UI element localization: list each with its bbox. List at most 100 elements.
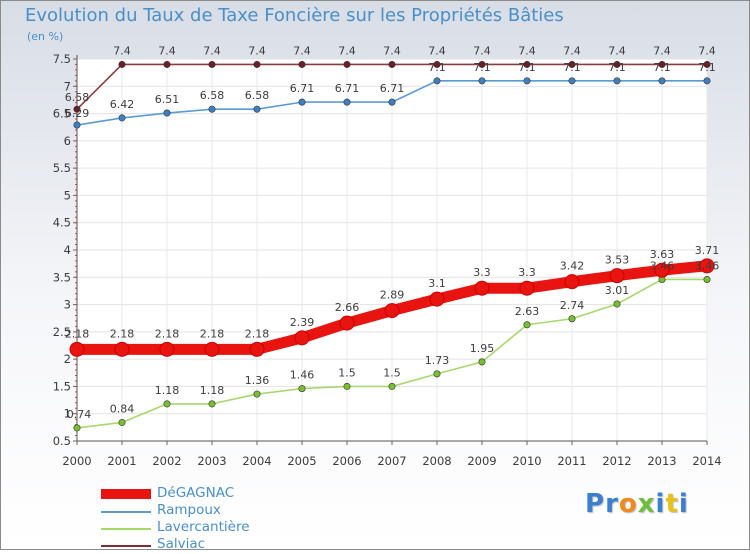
x-tick-label: 2013 bbox=[647, 454, 676, 468]
data-label-lavercantire: 1.18 bbox=[155, 384, 180, 397]
data-label-rampoux: 6.58 bbox=[200, 89, 225, 102]
y-tick-label: 2 bbox=[64, 352, 71, 366]
data-point-rampoux bbox=[73, 121, 81, 129]
data-label-dgagnac: 2.18 bbox=[155, 327, 180, 340]
data-label-rampoux: 7.1 bbox=[653, 61, 671, 74]
data-label-salviac: 7.4 bbox=[518, 44, 536, 57]
data-label-salviac: 7.4 bbox=[428, 44, 446, 57]
data-point-lavercantire bbox=[433, 370, 441, 378]
data-point-lavercantire bbox=[208, 400, 216, 408]
y-tick-label: 5.5 bbox=[53, 161, 71, 175]
data-label-lavercantire: 0.74 bbox=[67, 408, 92, 421]
data-label-salviac: 7.4 bbox=[203, 44, 221, 57]
data-point-salviac bbox=[208, 60, 216, 68]
legend-label-lavercantiere: Lavercantière bbox=[157, 519, 250, 535]
y-tick-label: 6 bbox=[64, 134, 71, 148]
data-label-dgagnac: 2.66 bbox=[335, 301, 360, 314]
data-point-dgagnac bbox=[249, 341, 265, 357]
data-label-dgagnac: 3.71 bbox=[695, 244, 720, 257]
data-label-dgagnac: 3.3 bbox=[473, 266, 491, 279]
data-point-lavercantire bbox=[523, 321, 531, 329]
x-tick-label: 2003 bbox=[197, 454, 226, 468]
data-point-dgagnac bbox=[699, 258, 715, 274]
data-point-rampoux bbox=[658, 77, 666, 85]
data-point-dgagnac bbox=[159, 341, 175, 357]
data-point-salviac bbox=[343, 60, 351, 68]
data-point-dgagnac bbox=[654, 262, 670, 278]
data-point-salviac bbox=[658, 60, 666, 68]
data-label-salviac: 7.4 bbox=[113, 44, 131, 57]
legend-swatch-degagnac bbox=[101, 489, 151, 499]
data-label-rampoux: 7.1 bbox=[428, 61, 446, 74]
data-label-rampoux: 6.51 bbox=[155, 93, 180, 106]
data-label-salviac: 7.4 bbox=[338, 44, 356, 57]
y-tick-label: 3.5 bbox=[53, 270, 71, 284]
data-label-lavercantire: 3.01 bbox=[605, 284, 630, 297]
data-label-dgagnac: 2.18 bbox=[110, 327, 135, 340]
data-point-rampoux bbox=[343, 98, 351, 106]
data-point-rampoux bbox=[568, 77, 576, 85]
data-label-salviac: 7.4 bbox=[248, 44, 266, 57]
proxiti-logo-letter: t bbox=[665, 489, 679, 519]
data-point-rampoux bbox=[118, 114, 126, 122]
y-tick-label: 1 bbox=[64, 407, 71, 421]
y-tick-label: 6.5 bbox=[53, 107, 71, 121]
data-point-salviac bbox=[298, 60, 306, 68]
data-label-lavercantire: 1.18 bbox=[200, 384, 225, 397]
data-label-dgagnac: 2.18 bbox=[200, 327, 225, 340]
proxiti-logo-letter: x bbox=[637, 489, 656, 519]
x-tick-label: 2010 bbox=[512, 454, 541, 468]
x-tick-label: 2002 bbox=[152, 454, 181, 468]
data-point-dgagnac bbox=[69, 341, 85, 357]
data-label-lavercantire: 1.95 bbox=[470, 342, 495, 355]
data-point-rampoux bbox=[523, 77, 531, 85]
data-point-salviac bbox=[478, 60, 486, 68]
data-label-lavercantire: 1.73 bbox=[425, 354, 450, 367]
data-point-salviac bbox=[118, 60, 126, 68]
proxiti-logo-letter: i bbox=[678, 489, 689, 519]
data-label-rampoux: 6.71 bbox=[290, 82, 315, 95]
data-point-rampoux bbox=[613, 77, 621, 85]
data-point-dgagnac bbox=[474, 280, 490, 296]
data-label-rampoux: 7.1 bbox=[698, 61, 716, 74]
proxiti-logo-letter: i bbox=[655, 489, 666, 519]
data-point-salviac bbox=[433, 60, 441, 68]
data-label-rampoux: 6.58 bbox=[245, 89, 270, 102]
y-tick-label: 7 bbox=[64, 79, 71, 93]
data-point-lavercantire bbox=[163, 400, 171, 408]
data-label-rampoux: 7.1 bbox=[518, 61, 536, 74]
y-tick-label: 7.5 bbox=[53, 52, 71, 66]
data-label-lavercantire: 1.36 bbox=[245, 374, 270, 387]
legend-label-rampoux: Rampoux bbox=[157, 502, 221, 518]
y-tick-label: 1.5 bbox=[53, 379, 71, 393]
data-label-rampoux: 7.1 bbox=[563, 61, 581, 74]
data-label-salviac: 7.4 bbox=[293, 44, 311, 57]
x-tick-label: 2014 bbox=[692, 454, 721, 468]
data-label-dgagnac: 3.42 bbox=[560, 260, 585, 273]
legend-label-salviac: Salviac bbox=[157, 536, 206, 552]
data-label-salviac: 7.4 bbox=[653, 44, 671, 57]
data-point-rampoux bbox=[703, 77, 711, 85]
data-point-rampoux bbox=[388, 98, 396, 106]
data-label-rampoux: 6.42 bbox=[110, 98, 135, 111]
y-tick-label: 4.5 bbox=[53, 216, 71, 230]
data-label-salviac: 7.4 bbox=[608, 44, 626, 57]
proxiti-logo-letter: P bbox=[585, 489, 606, 519]
x-tick-label: 2006 bbox=[332, 454, 361, 468]
data-point-dgagnac bbox=[294, 330, 310, 346]
data-label-dgagnac: 2.18 bbox=[245, 327, 270, 340]
data-label-dgagnac: 2.18 bbox=[65, 327, 90, 340]
data-point-lavercantire bbox=[568, 315, 576, 323]
data-point-dgagnac bbox=[204, 341, 220, 357]
data-point-salviac bbox=[523, 60, 531, 68]
data-point-lavercantire bbox=[298, 385, 306, 393]
data-label-lavercantire: 3.46 bbox=[650, 259, 675, 272]
proxiti-logo: Proxiti bbox=[585, 489, 689, 519]
data-label-salviac: 7.4 bbox=[698, 44, 716, 57]
data-point-salviac bbox=[163, 60, 171, 68]
data-label-rampoux: 7.1 bbox=[473, 61, 491, 74]
data-label-rampoux: 7.1 bbox=[608, 61, 626, 74]
data-point-lavercantire bbox=[253, 390, 261, 398]
data-point-lavercantire bbox=[343, 382, 351, 390]
